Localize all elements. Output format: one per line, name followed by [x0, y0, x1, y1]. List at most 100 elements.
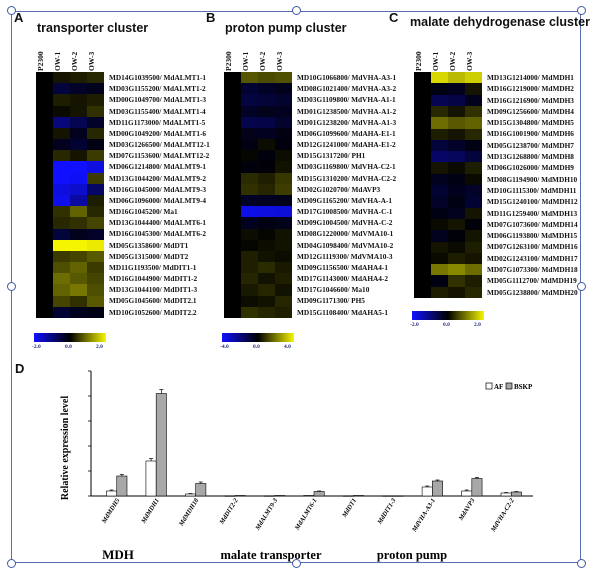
resize-handle-middle-right[interactable] [577, 282, 586, 291]
heatmap-cell [465, 275, 482, 287]
heatmap-cell [224, 72, 241, 84]
heatmap-cell [448, 286, 465, 298]
heatmap-cell [241, 94, 258, 106]
heatmap-cell [53, 228, 70, 240]
panel-a-letter: A [14, 10, 24, 25]
heatmap-cell [431, 117, 448, 129]
heatmap-cell [431, 218, 448, 231]
legend-label-bskp: BSKP [514, 383, 533, 391]
heatmap-cell [414, 264, 431, 276]
gene-label: MD09G1171300/ PH5 [297, 296, 365, 306]
heatmap-cell [241, 273, 258, 285]
panel-c-letter: C [389, 10, 399, 25]
heatmap-cell [275, 284, 292, 296]
gene-label: MD09G1165200/ MdVHA-A-1 [297, 195, 393, 205]
heatmap-cell [431, 275, 448, 287]
heatmap-cell [258, 217, 275, 229]
heatmap-cell [465, 218, 482, 231]
heatmap-cell [36, 127, 53, 140]
heatmap-cell [258, 284, 275, 296]
heatmap-cell [414, 241, 431, 253]
heatmap-cell [87, 139, 104, 151]
x-tick-label: MdAVP3 [457, 497, 477, 523]
gene-label: MD08G1021400/ MdVHA-A3-2 [297, 84, 397, 94]
bar-bskp [392, 495, 404, 497]
heatmap-cell [258, 72, 275, 84]
panel-b-gene-list: MD10G1066800/ MdVHA-A3-1 MD08G1021400/ Md… [297, 72, 396, 318]
heatmap-cell [53, 127, 70, 140]
panel-b-heatmap [224, 72, 292, 318]
bar-bskp [510, 491, 522, 497]
heatmap-cell [275, 72, 292, 84]
legend-swatch-af [485, 382, 493, 390]
heatmap-cell [36, 150, 53, 162]
x-tick-label: MdDIT1-3 [376, 497, 398, 527]
bar-bskp [155, 393, 167, 497]
gene-label: MD17G1046600/ Ma10 [297, 285, 370, 295]
heatmap-cell [414, 230, 431, 242]
heatmap-cell [87, 250, 104, 263]
resize-handle-top-left[interactable] [7, 6, 16, 15]
heatmap-cell [241, 83, 258, 95]
panel-b-title: proton pump cluster [225, 21, 347, 35]
bar-af [106, 490, 118, 497]
heatmap-cell [53, 172, 70, 184]
heatmap-cell [87, 172, 104, 184]
heatmap-cell [431, 94, 448, 106]
heatmap-cell [448, 105, 465, 118]
x-tick-label: MdMDH1 [140, 497, 161, 525]
gene-label: MD03G1169800/ MdVHA-C2-1 [297, 162, 396, 172]
resize-handle-bottom-center[interactable] [292, 559, 301, 568]
gene-label: MD12G1241000/ MdAHA-E1-2 [297, 140, 396, 150]
gene-label: MD09G1156500/ MdAHA4-1 [297, 262, 389, 272]
gene-label: MD14G1039500/ MdALMT1-1 [109, 73, 207, 82]
heatmap-cell [448, 151, 465, 163]
panel-c-title: malate dehydrogenase cluster [410, 15, 590, 29]
heatmap-cell [275, 217, 292, 229]
x-tick-label: MdDIT2-2 [218, 497, 240, 527]
heatmap-cell [448, 241, 465, 253]
heatmap-cell [241, 239, 258, 251]
gene-label: MD13G1044400/ MdALMT6-1 [109, 218, 207, 228]
heatmap-cell [36, 105, 53, 117]
heatmap-cell [258, 94, 275, 106]
gene-label: MD15G1108400/ MdAHA5-1 [297, 307, 389, 317]
heatmap-cell [53, 217, 70, 229]
gene-label: MD06G1099600/ MdAHA-E1-1 [297, 128, 396, 138]
heatmap-cell [87, 183, 104, 195]
heatmap-cell [414, 275, 431, 287]
heatmap-cell [87, 161, 104, 173]
bar-af [224, 495, 236, 497]
heatmap-cell [36, 217, 53, 229]
panel-a-gene-list: MD14G1039500/ MdALMT1-1 MD03G1155200/ MdA… [109, 72, 210, 318]
heatmap-cell [224, 83, 241, 95]
gene-label: MD12G1119300/ MdVMA10-3 [297, 251, 393, 261]
heatmap-cell [53, 161, 70, 173]
bar-bskp [353, 495, 365, 497]
heatmap-cell [431, 173, 448, 185]
gene-label: MD16G1044900/ MdDIT1-2 [109, 274, 198, 284]
heatmap-cell [431, 286, 448, 298]
heatmap-cell [70, 250, 87, 263]
gene-label: MD05G1045600/ MdDIT2.1 [109, 296, 197, 306]
resize-handle-top-right[interactable] [577, 6, 586, 15]
heatmap-cell [87, 72, 104, 84]
gene-label: MD17G1008500/ MdVHA-C-1 [297, 207, 393, 217]
scale-min-label: -4.0 [220, 344, 229, 350]
resize-handle-top-center[interactable] [292, 6, 301, 15]
heatmap-cell [36, 295, 53, 307]
bar-bskp [274, 495, 286, 497]
resize-handle-bottom-left[interactable] [7, 559, 16, 568]
heatmap-cell [241, 306, 258, 318]
heatmap-cell [465, 139, 482, 152]
gene-label: MD16G1045300/ MdALMT6-2 [109, 229, 207, 239]
heatmap-cell [431, 264, 448, 276]
heatmap-cell [465, 128, 482, 140]
bar-af [145, 460, 157, 497]
resize-handle-middle-left[interactable] [7, 282, 16, 291]
heatmap-cell [258, 239, 275, 251]
bar-af [382, 495, 394, 497]
resize-handle-bottom-right[interactable] [577, 559, 586, 568]
scale-max-label: 4.0 [284, 344, 291, 350]
gene-label: MD07G1073300/ MdMDH18 [487, 265, 578, 275]
